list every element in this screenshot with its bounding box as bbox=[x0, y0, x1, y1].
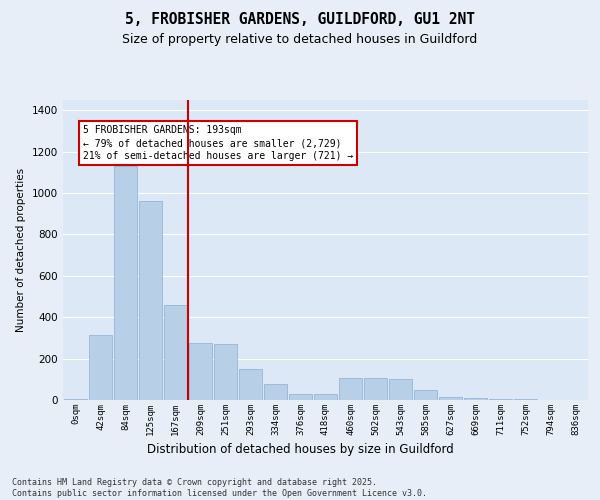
Text: 5 FROBISHER GARDENS: 193sqm
← 79% of detached houses are smaller (2,729)
21% of : 5 FROBISHER GARDENS: 193sqm ← 79% of det… bbox=[83, 125, 353, 161]
Bar bbox=[389, 380, 412, 400]
Bar bbox=[439, 397, 462, 400]
Text: Distribution of detached houses by size in Guildford: Distribution of detached houses by size … bbox=[146, 442, 454, 456]
Bar bbox=[264, 384, 287, 400]
Bar bbox=[189, 343, 212, 400]
Bar bbox=[64, 399, 87, 400]
Bar bbox=[489, 399, 512, 400]
Bar bbox=[514, 399, 537, 400]
Bar bbox=[464, 398, 487, 400]
Bar bbox=[139, 202, 162, 400]
Bar bbox=[214, 344, 237, 400]
Text: 5, FROBISHER GARDENS, GUILDFORD, GU1 2NT: 5, FROBISHER GARDENS, GUILDFORD, GU1 2NT bbox=[125, 12, 475, 28]
Bar bbox=[364, 378, 387, 400]
Bar bbox=[339, 378, 362, 400]
Bar bbox=[164, 305, 187, 400]
Y-axis label: Number of detached properties: Number of detached properties bbox=[16, 168, 26, 332]
Bar bbox=[114, 166, 137, 400]
Bar bbox=[289, 394, 312, 400]
Bar bbox=[414, 390, 437, 400]
Text: Contains HM Land Registry data © Crown copyright and database right 2025.
Contai: Contains HM Land Registry data © Crown c… bbox=[12, 478, 427, 498]
Text: Size of property relative to detached houses in Guildford: Size of property relative to detached ho… bbox=[122, 32, 478, 46]
Bar bbox=[89, 335, 112, 400]
Bar bbox=[239, 369, 262, 400]
Bar bbox=[314, 394, 337, 400]
